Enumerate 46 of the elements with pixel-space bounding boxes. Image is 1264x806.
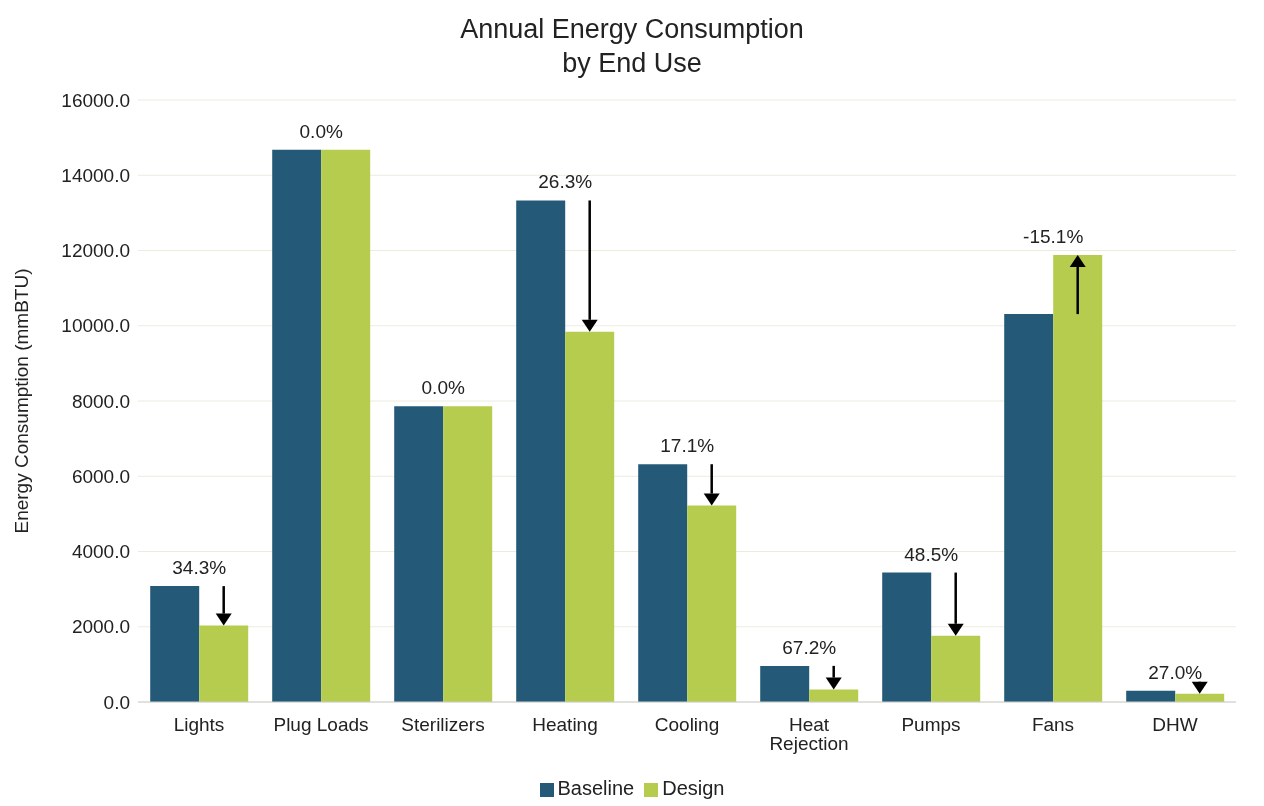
x-tick-label: Sterilizers [401,714,485,736]
y-tick-label: 2000.0 [71,616,130,638]
x-tick-label: DHW [1152,714,1198,736]
y-tick-label: 4000.0 [71,541,130,563]
annotation: 0.0% [299,120,343,142]
bar [1053,255,1103,702]
bar [443,406,493,702]
bar [638,464,688,702]
x-tick-label: Fans [1031,714,1075,736]
x-tick-label: Heat Rejection [769,714,849,755]
y-tick-label: 6000.0 [71,465,130,487]
annotation: -15.1% [1023,226,1084,248]
bar [272,149,322,702]
y-tick-label: 10000.0 [61,315,130,337]
y-tick-label: 14000.0 [61,164,130,186]
y-tick-label: 8000.0 [71,390,130,412]
bar [1004,314,1054,702]
annotation: 26.3% [538,171,593,193]
bar [321,149,371,702]
legend-label: Baseline [557,777,635,799]
legend-label: Design [662,777,725,799]
bar [882,572,932,702]
bar [931,635,981,702]
annotation: 67.2% [782,636,837,658]
annotation: 34.3% [172,557,227,579]
y-tick-label: 12000.0 [61,240,130,262]
x-tick-label: Lights [173,714,225,736]
bar [565,331,615,702]
bar [687,505,737,702]
y-tick-label: 16000.0 [61,89,130,111]
x-tick-label: Heating [532,714,598,736]
y-axis-title: Energy Consumption (mmBTU) [10,268,32,534]
bar [516,200,566,702]
chart-title: Annual Energy Consumption by End Use [459,13,805,80]
bar [394,406,444,702]
annotation: 27.0% [1148,661,1203,683]
x-tick-label: Plug Loads [273,714,369,736]
y-tick-label: 0.0 [103,691,130,713]
x-tick-label: Pumps [901,714,961,736]
annotation: 17.1% [660,435,715,457]
bar [760,665,810,702]
annotation: 48.5% [904,543,959,565]
x-tick-label: Cooling [654,714,720,736]
bar [199,625,249,702]
annotation: 0.0% [421,377,465,399]
bar [150,586,200,702]
